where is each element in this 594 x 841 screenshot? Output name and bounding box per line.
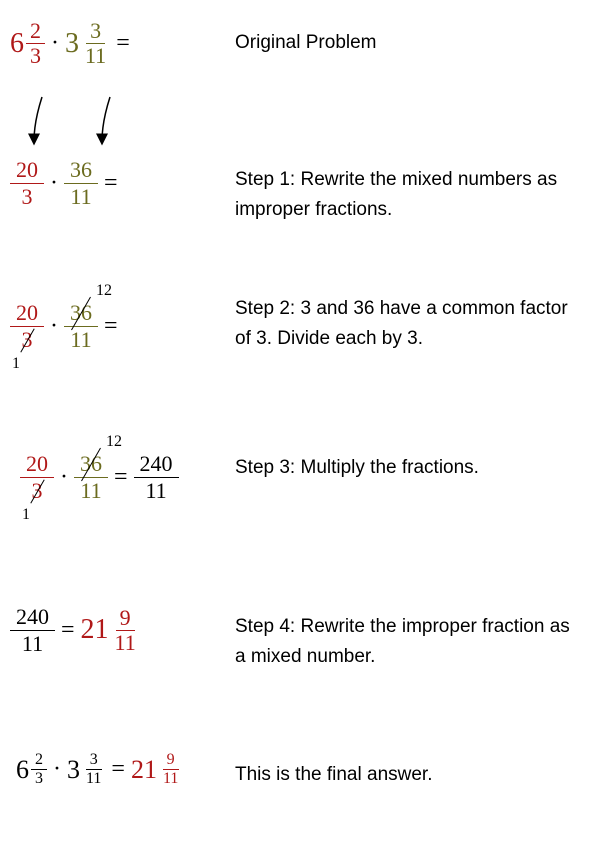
step1-left-den: 3 xyxy=(16,184,39,210)
left-den: 3 xyxy=(26,44,45,67)
arrow-row xyxy=(10,97,584,147)
step1-right-num: 36 xyxy=(64,157,98,184)
step3-result-num: 240 xyxy=(134,451,179,478)
step2-text: Step 2: 3 and 36 have a common factor of… xyxy=(235,286,584,355)
step4-row: 240 11 = 21 9 11 Step 4: Rewrite the imp… xyxy=(10,604,584,673)
multiply-dot: · xyxy=(50,170,58,197)
step4-left-frac: 240 11 xyxy=(10,604,55,657)
step1-right-frac: 36 11 xyxy=(64,157,98,210)
left-num: 2 xyxy=(26,20,45,44)
step3-left-wrap: 20 3 1 xyxy=(20,451,54,504)
step3-math: 20 3 1 · 36 11 12 = 240 11 xyxy=(10,445,235,504)
equals-sign: = xyxy=(61,617,75,644)
step3-left-den: 3 xyxy=(26,478,49,504)
multiply-dot: · xyxy=(50,313,58,340)
original-math: 6 2 3 · 3 3 11 = xyxy=(10,20,235,67)
step2-math: 20 3 1 · 36 11 12 = xyxy=(10,286,235,353)
final-row: 6 2 3 · 3 3 11 = 21 9 11 xyxy=(10,752,584,790)
final-right-whole: 3 xyxy=(67,755,80,785)
cancel-super: 12 xyxy=(96,282,112,300)
step2-left-num: 20 xyxy=(10,300,44,327)
step2-left-frac: 20 3 xyxy=(10,300,44,353)
final-left-whole: 6 xyxy=(16,755,29,785)
step3-right-wrap: 36 11 12 xyxy=(74,451,108,504)
left-mixed: 6 2 3 xyxy=(10,20,45,67)
left-whole: 6 xyxy=(10,28,24,60)
arrow-left-icon xyxy=(34,97,42,141)
equals-sign: = xyxy=(104,313,118,340)
step3-result-frac: 240 11 xyxy=(134,451,179,504)
right-mixed: 3 3 11 xyxy=(65,20,110,67)
final-answer-den: 11 xyxy=(159,770,182,787)
step1-row: 20 3 · 36 11 = Step 1: Rewrite the mixed… xyxy=(10,157,584,226)
step3-result-den: 11 xyxy=(139,478,172,504)
step2-right-frac: 36 11 xyxy=(64,300,98,353)
right-den: 11 xyxy=(81,44,110,67)
multiply-dot: · xyxy=(60,464,68,491)
step1-text: Step 1: Rewrite the mixed numbers as imp… xyxy=(235,157,584,226)
final-right-num: 3 xyxy=(86,752,102,770)
step2-left-den: 3 xyxy=(16,327,39,353)
step4-text: Step 4: Rewrite the improper fraction as… xyxy=(235,604,584,673)
cancel-sub: 1 xyxy=(12,355,20,373)
right-num: 3 xyxy=(86,20,105,44)
step2-row: 20 3 1 · 36 11 12 = Step 2: 3 and 36 hav… xyxy=(10,286,584,355)
step2-right-num: 36 xyxy=(64,300,98,327)
original-problem-row: 6 2 3 · 3 3 11 = Original Problem xyxy=(10,20,584,67)
step4-right-num: 9 xyxy=(116,607,135,631)
final-math: 6 2 3 · 3 3 11 = 21 9 11 xyxy=(10,752,235,787)
final-left-mixed: 6 2 3 xyxy=(16,752,47,787)
step4-math: 240 11 = 21 9 11 xyxy=(10,604,235,657)
right-whole: 3 xyxy=(65,28,79,60)
step3-right-num: 36 xyxy=(74,451,108,478)
multiply-dot: · xyxy=(51,30,59,57)
final-right-mixed: 3 3 11 xyxy=(67,752,105,787)
final-text: This is the final answer. xyxy=(235,752,432,790)
step4-right-mixed: 21 9 11 xyxy=(81,607,140,654)
original-label: Original Problem xyxy=(235,20,377,58)
step4-right-whole: 21 xyxy=(81,614,109,646)
step4-right-den: 11 xyxy=(111,631,140,654)
final-answer-whole: 21 xyxy=(131,755,157,785)
step3-text: Step 3: Multiply the fractions. xyxy=(235,445,479,483)
step3-right-den: 11 xyxy=(74,478,107,504)
step3-left-num: 20 xyxy=(20,451,54,478)
step4-left-den: 11 xyxy=(16,631,49,657)
step2-right-wrap: 36 11 12 xyxy=(64,300,98,353)
step3-row: 20 3 1 · 36 11 12 = 240 11 Step 3: Multi… xyxy=(10,445,584,504)
step3-left-frac: 20 3 xyxy=(20,451,54,504)
step1-left-frac: 20 3 xyxy=(10,157,44,210)
step2-left-wrap: 20 3 1 xyxy=(10,300,44,353)
final-right-den: 11 xyxy=(82,770,105,787)
cancel-super: 12 xyxy=(106,433,122,451)
equals-sign: = xyxy=(114,464,128,491)
step1-math: 20 3 · 36 11 = xyxy=(10,157,235,210)
step3-right-frac: 36 11 xyxy=(74,451,108,504)
step1-right-den: 11 xyxy=(64,184,97,210)
equals-sign: = xyxy=(111,756,125,783)
arrow-right-icon xyxy=(102,97,110,141)
equals-sign: = xyxy=(104,170,118,197)
step4-left-num: 240 xyxy=(10,604,55,631)
final-left-num: 2 xyxy=(31,752,47,770)
step2-right-den: 11 xyxy=(64,327,97,353)
final-answer-mixed: 21 9 11 xyxy=(131,752,182,787)
cancel-sub: 1 xyxy=(22,506,30,524)
multiply-dot: · xyxy=(53,756,61,783)
final-left-den: 3 xyxy=(31,770,47,787)
step1-left-num: 20 xyxy=(10,157,44,184)
final-answer-num: 9 xyxy=(163,752,179,770)
equals-sign: = xyxy=(116,30,130,57)
